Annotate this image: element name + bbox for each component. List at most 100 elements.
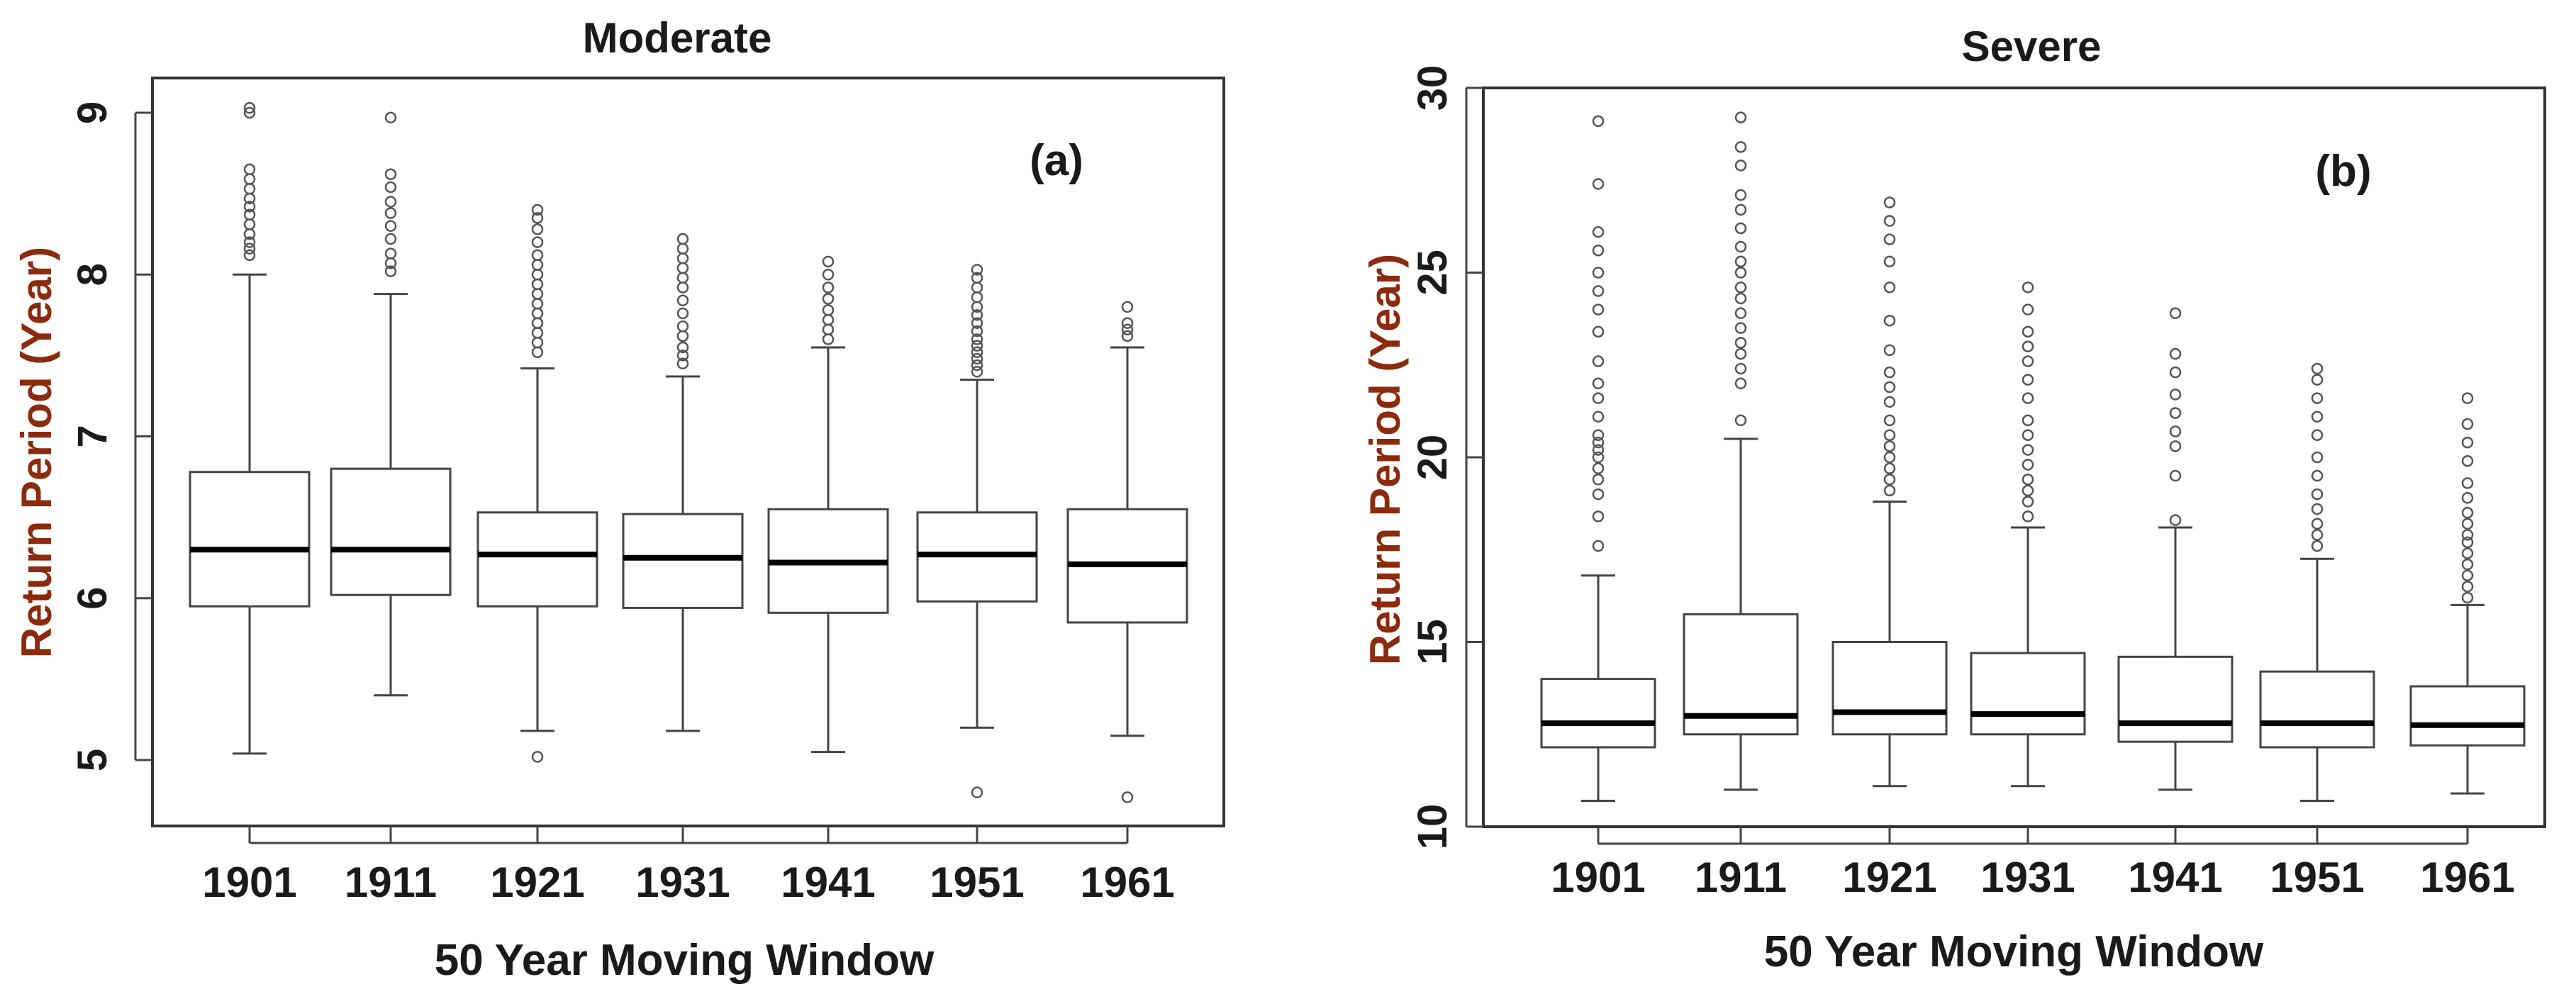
- y-tick-label: 5: [69, 749, 116, 771]
- x-axis-title: 50 Year Moving Window: [435, 936, 935, 985]
- outlier-point: [1883, 196, 1896, 208]
- y-tick-label: 8: [69, 263, 116, 286]
- outlier-point: [2169, 514, 2182, 526]
- outlier-point: [384, 247, 397, 259]
- outlier-point: [1734, 337, 1747, 349]
- outlier-point: [1883, 215, 1896, 227]
- outlier-point: [1883, 429, 1896, 441]
- box-1941: [2117, 307, 2234, 791]
- outlier-point: [2461, 506, 2474, 519]
- outlier-point: [1883, 233, 1896, 245]
- outlier-point: [676, 350, 689, 362]
- outlier-point: [1883, 381, 1896, 393]
- outlier-point: [676, 341, 689, 354]
- outlier-point: [1883, 451, 1896, 464]
- outlier-point: [243, 163, 256, 176]
- y-tick-label: 7: [69, 425, 116, 447]
- outlier-point: [822, 269, 835, 281]
- outlier-point: [1592, 540, 1605, 552]
- outlier-point: [384, 196, 397, 208]
- outlier-point: [822, 293, 835, 305]
- box-1951: [916, 264, 1038, 798]
- outlier-point: [1883, 440, 1896, 452]
- outlier-point: [971, 786, 983, 798]
- outlier-point: [1592, 392, 1605, 404]
- outlier-point: [1883, 474, 1896, 486]
- outlier-point: [1883, 414, 1896, 427]
- outlier-point: [2022, 281, 2034, 294]
- x-tick-label: 1941: [781, 859, 875, 906]
- outlier-point: [2022, 496, 2034, 508]
- outlier-point: [1734, 414, 1747, 427]
- chart-title: Moderate: [583, 14, 772, 62]
- x-axis-title: 50 Year Moving Window: [1764, 927, 2264, 976]
- outlier-point: [1734, 189, 1747, 201]
- outlier-point: [243, 101, 256, 114]
- outlier-point: [1592, 429, 1605, 441]
- outlier-point: [1883, 314, 1896, 327]
- outlier-point: [1592, 510, 1605, 523]
- outlier-point: [2461, 492, 2474, 504]
- y-tick-label: 10: [1410, 804, 1456, 850]
- outlier-point: [971, 272, 983, 284]
- outlier-point: [971, 333, 983, 345]
- outlier-point: [971, 309, 983, 321]
- outlier-point: [531, 259, 544, 271]
- outlier-point: [822, 255, 835, 268]
- outlier-point: [531, 212, 544, 224]
- outlier-point: [676, 307, 689, 320]
- outlier-point: [2461, 581, 2474, 593]
- box-1911: [1683, 111, 1799, 791]
- outlier-point: [1734, 141, 1747, 153]
- box-1921: [1831, 196, 1948, 788]
- outlier-point: [1592, 303, 1605, 315]
- outlier-point: [2169, 347, 2182, 360]
- outlier-point: [2022, 444, 2034, 456]
- outlier-point: [2022, 429, 2034, 441]
- x-tick-label: 1921: [490, 859, 584, 906]
- outlier-point: [1592, 451, 1605, 464]
- outlier-point: [1592, 377, 1605, 390]
- outlier-point: [2311, 488, 2324, 501]
- x-tick-label: 1951: [2270, 854, 2364, 901]
- x-tick-label: 1901: [1551, 854, 1645, 901]
- panel-label: (b): [2315, 147, 2371, 196]
- outlier-point: [1592, 178, 1605, 190]
- outlier-point: [1592, 285, 1605, 297]
- chart-title: Severe: [1962, 23, 2102, 70]
- box-1911: [330, 111, 452, 697]
- outlier-point: [384, 233, 397, 245]
- outlier-point: [1734, 160, 1747, 172]
- outlier-point: [243, 183, 256, 195]
- iqr-box: [622, 513, 744, 609]
- outlier-point: [1592, 474, 1605, 486]
- box-1961: [2409, 392, 2526, 795]
- outlier-point: [531, 298, 544, 310]
- outlier-point: [1883, 281, 1896, 294]
- outlier-point: [531, 269, 544, 281]
- box-1941: [767, 255, 889, 754]
- outlier-point: [2169, 307, 2182, 320]
- outlier-point: [1734, 377, 1747, 390]
- outlier-point: [2461, 536, 2474, 549]
- iqr-box: [2117, 655, 2234, 743]
- iqr-box: [189, 471, 311, 608]
- outlier-point: [1734, 362, 1747, 375]
- outlier-point: [2022, 414, 2034, 427]
- x-tick-label: 1961: [2420, 854, 2514, 901]
- box-1931: [622, 233, 744, 732]
- outlier-point: [2169, 425, 2182, 437]
- iqr-box: [330, 467, 452, 596]
- outlier-point: [971, 346, 983, 359]
- outlier-point: [2461, 558, 2474, 571]
- outlier-point: [1121, 317, 1134, 329]
- outlier-point: [676, 262, 689, 274]
- outlier-point: [1592, 444, 1605, 456]
- outlier-point: [384, 168, 397, 180]
- outlier-point: [1734, 111, 1747, 123]
- outlier-point: [676, 320, 689, 333]
- outlier-point: [1592, 115, 1605, 128]
- outlier-point: [2461, 477, 2474, 489]
- panel-label: (a): [1030, 136, 1083, 185]
